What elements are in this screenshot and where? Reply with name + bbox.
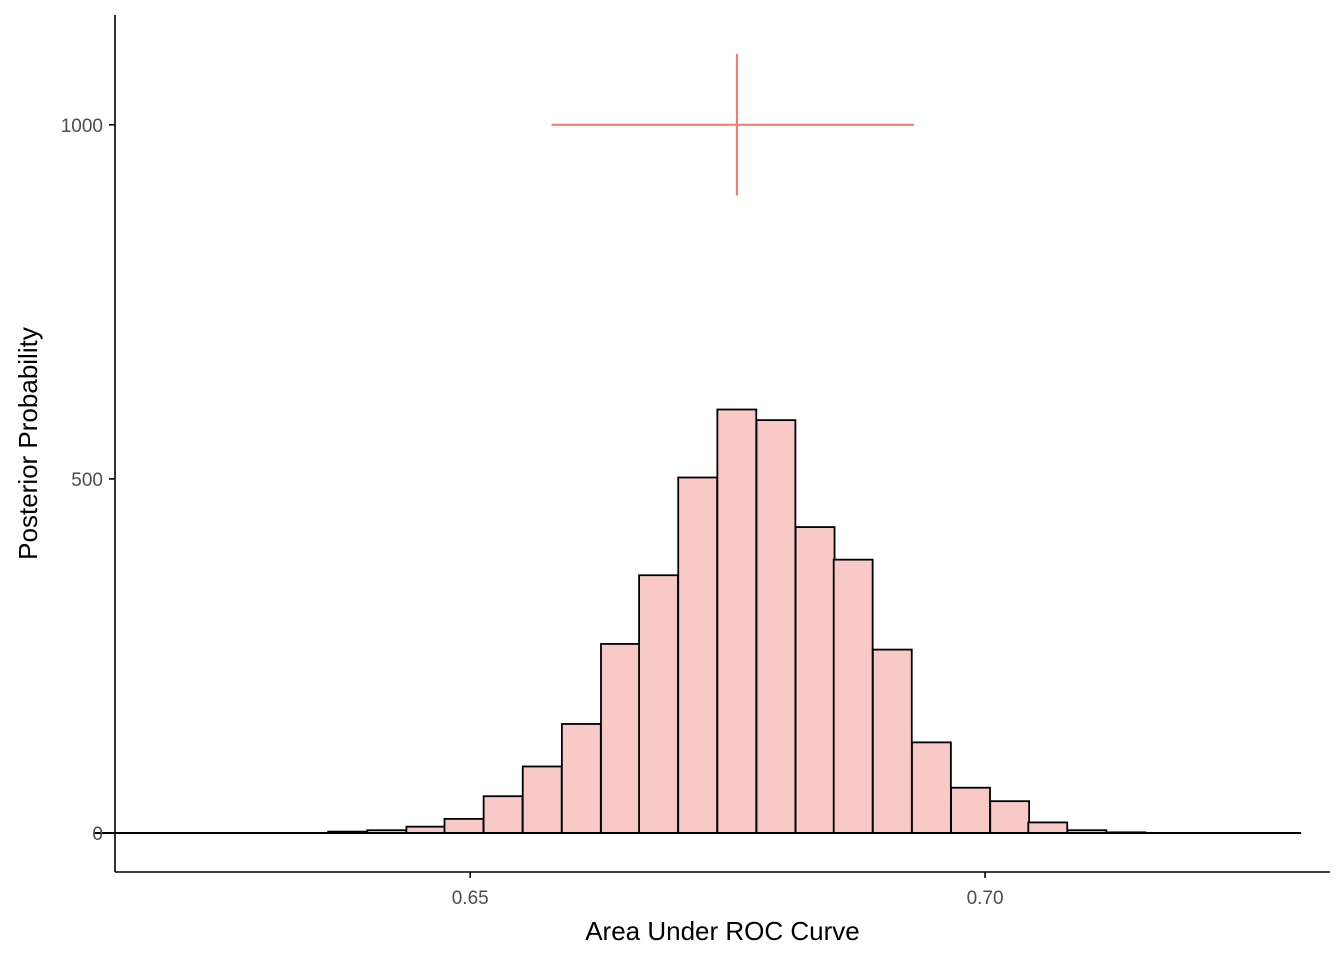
histogram-bar [794, 526, 836, 834]
histogram-bar [871, 648, 913, 834]
y-axis: 0 500 1000 [61, 15, 116, 872]
histogram-bar [1027, 821, 1069, 834]
histogram-bar [677, 476, 719, 834]
x-ticks: 0.65 0.70 [452, 872, 1004, 909]
histogram-bar [521, 765, 563, 834]
histogram-bar [755, 419, 797, 834]
histogram-bar [600, 643, 641, 834]
histogram-bar [911, 741, 952, 834]
histogram-bars [327, 408, 1147, 834]
y-tick-label: 1000 [61, 116, 103, 137]
y-tick-label: 0 [92, 824, 103, 845]
histogram-bar [832, 558, 874, 834]
x-tick-label: 0.65 [452, 888, 489, 909]
histogram-bar [950, 786, 991, 834]
y-axis-title: Posterior Probability [13, 327, 43, 560]
y-tick-label: 500 [71, 470, 103, 491]
histogram-bar [989, 800, 1031, 834]
histogram-bar [443, 817, 485, 834]
histogram-bar [638, 574, 679, 834]
x-axis-title: Area Under ROC Curve [585, 916, 860, 946]
x-axis: 0.65 0.70 [115, 871, 1330, 909]
histogram-bar [482, 795, 524, 834]
x-tick-label: 0.70 [967, 888, 1004, 909]
y-ticks: 0 500 1000 [61, 116, 115, 845]
interval-marker [551, 53, 915, 196]
histogram-bar [716, 408, 758, 834]
histogram-bar [560, 723, 602, 834]
